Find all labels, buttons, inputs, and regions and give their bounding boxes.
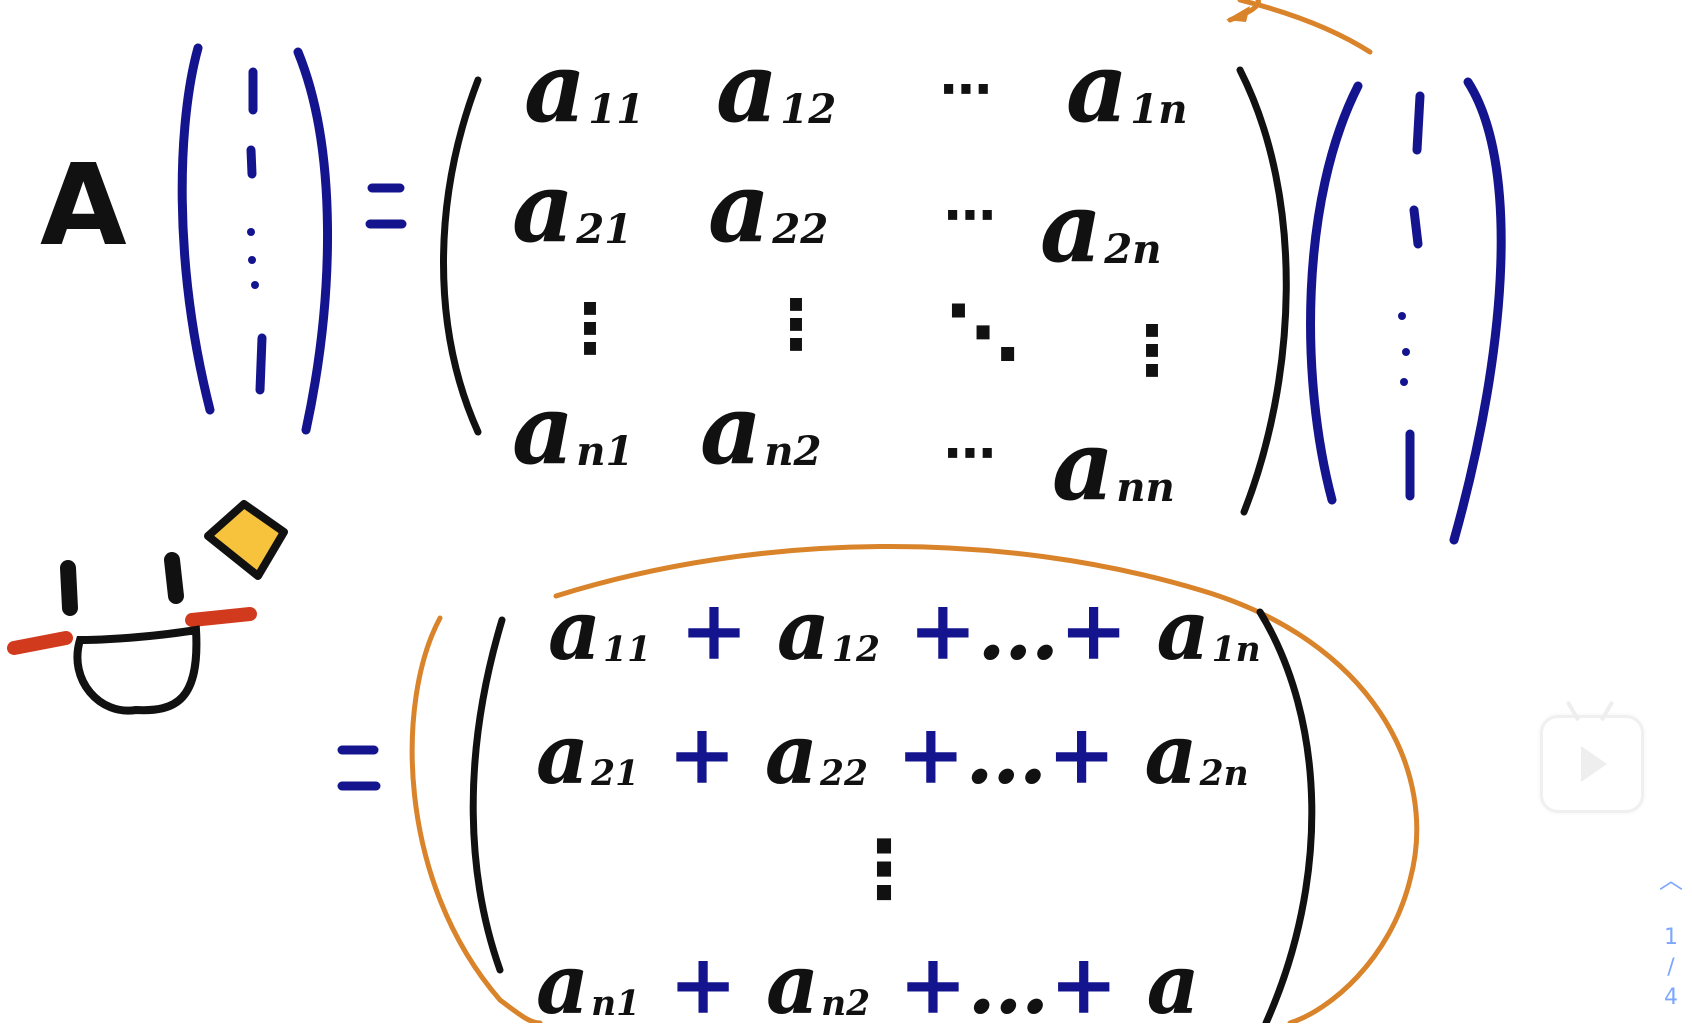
row-ellipsis: ⋯ [940,60,992,120]
entry-ann: ann [1052,409,1175,522]
result-row-n: an1 + an2 +…+ a [536,937,1200,1033]
entry-a22: a22 [708,151,829,264]
page-total: 4 [1664,985,1678,1010]
matrix-left-bracket [440,76,482,436]
entry-a11: a11 [524,31,645,144]
orange-arrow [1227,0,1373,55]
bilibili-tv-icon[interactable] [1540,700,1644,813]
entry-an2: an2 [700,373,822,486]
page-current: 1 [1664,925,1678,950]
vector-right-bracket [293,47,332,435]
result-right-bracket [1256,608,1316,1023]
entry-an1: an1 [512,373,634,486]
diag-ellipsis: ⋱ [946,290,1020,376]
entry-a2n: a2n [1040,171,1162,284]
entry-a12: a12 [716,31,837,144]
result-left-bracket [469,616,506,974]
vector2-left-bracket [1306,81,1363,505]
orange-highlight-circle [409,544,1420,1023]
matrix-symbol-A: A [40,141,127,271]
row-ellipsis: ⋯ [944,186,996,246]
play-icon [1581,746,1607,782]
col-ellipsis: ⋮ [556,290,624,369]
matrix-right-bracket [1236,66,1290,516]
row-ellipsis: ⋯ [944,424,996,484]
entry-a1n: a1n [1066,31,1188,144]
page-separator: / [1667,955,1675,980]
result-col-ellipsis: ⋮ [844,823,924,916]
col-ellipsis: ⋮ [762,286,830,365]
chevron-up-icon[interactable]: ︿ [1659,866,1683,894]
doodle-face [7,500,288,715]
vector2-right-bracket [1449,77,1506,545]
entry-a21: a21 [512,151,633,264]
page-indicator: ︿ 1 / 4 [1656,860,1686,1013]
col-ellipsis: ⋮ [1118,312,1186,391]
result-row-1: a11 + a12 +…+ a1n [548,583,1261,679]
result-row-2: a21 + a22 +…+ a2n [536,707,1249,803]
vector-left-bracket [177,43,215,415]
